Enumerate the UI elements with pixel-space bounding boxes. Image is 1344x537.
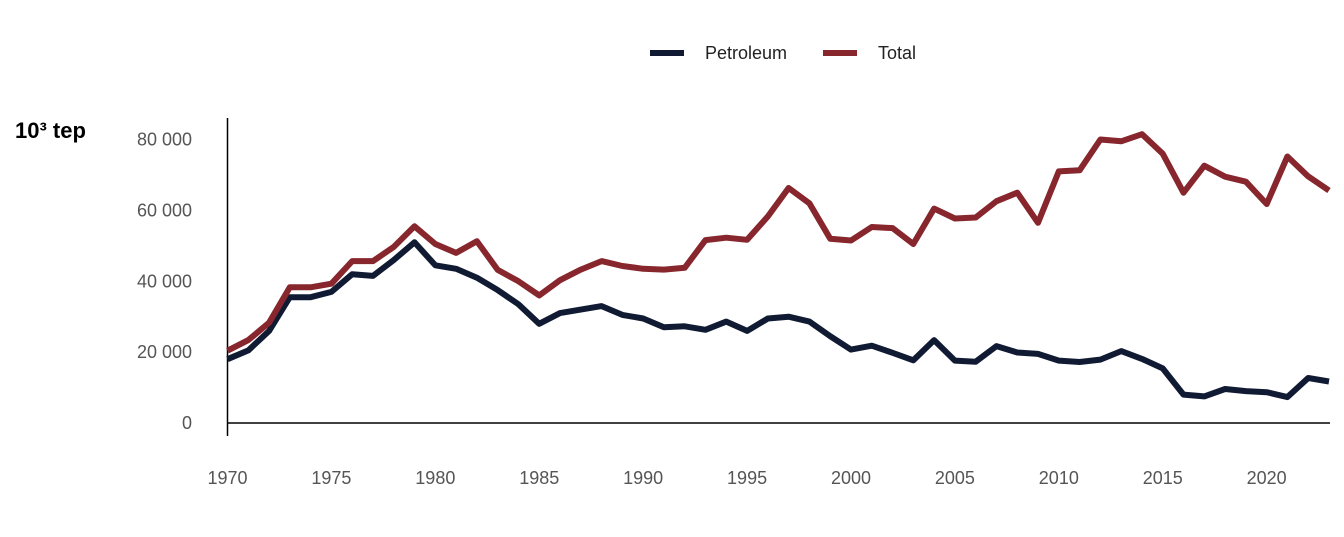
y-tick-label: 60 000 [137, 200, 192, 220]
x-tick-label: 2000 [831, 468, 871, 488]
x-axis-ticks: 1970 1975 1980 1985 1990 1995 2000 2005 2010 2015… [207, 468, 1286, 488]
x-tick-label: 2020 [1247, 468, 1287, 488]
x-tick-label: 1990 [623, 468, 663, 488]
y-tick-label: 40 000 [137, 271, 192, 291]
x-tick-label: 2010 [1039, 468, 1079, 488]
legend-item-petroleum: Petroleum [650, 43, 787, 63]
legend: Petroleum Total [650, 43, 916, 63]
unit-label: 10³ tep [15, 118, 86, 143]
y-tick-label: 0 [182, 413, 192, 433]
x-tick-label: 1970 [207, 468, 247, 488]
x-tick-label: 2005 [935, 468, 975, 488]
x-tick-label: 1985 [519, 468, 559, 488]
series-line-total [226, 131, 1331, 354]
x-tick-label: 1975 [311, 468, 351, 488]
series-layer [226, 131, 1331, 401]
x-tick-label: 1980 [415, 468, 455, 488]
x-tick-label: 2015 [1143, 468, 1183, 488]
y-tick-label: 20 000 [137, 342, 192, 362]
x-tick-label: 1995 [727, 468, 767, 488]
legend-item-total: Total [823, 43, 916, 63]
legend-label-total: Total [878, 43, 916, 63]
legend-label-petroleum: Petroleum [705, 43, 787, 63]
y-axis-ticks: 0 20 000 40 000 60 000 80 000 [137, 130, 192, 434]
series-line-petroleum [226, 239, 1330, 401]
y-tick-label: 80 000 [137, 130, 192, 150]
